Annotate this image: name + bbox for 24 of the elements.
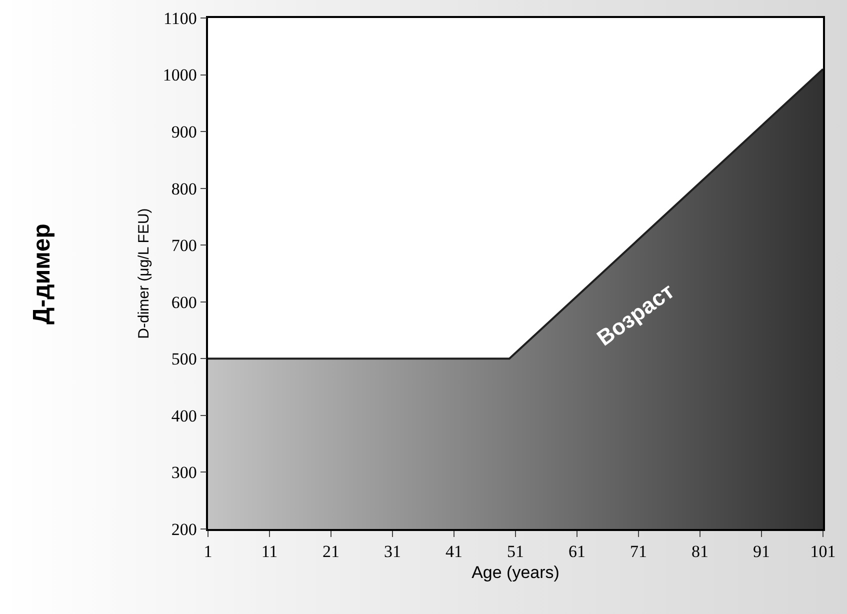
- x-tick-label: 71: [630, 542, 647, 562]
- x-axis-title: Age (years): [472, 563, 560, 582]
- text: Д-димер: [28, 224, 56, 324]
- x-tick-label: 91: [753, 542, 770, 562]
- x-tick-label: 51: [507, 542, 524, 562]
- x-tick-label: 21: [322, 542, 340, 562]
- y-tick-label: 700: [171, 236, 197, 256]
- y-tick-label: 200: [171, 520, 197, 539]
- y-tick-label: 900: [171, 122, 197, 142]
- x-tick-label: 61: [568, 542, 586, 562]
- y-tick-label: 1000: [162, 66, 197, 85]
- y-tick-label: 300: [171, 463, 197, 482]
- x-tick-label: 11: [261, 542, 278, 562]
- x-tick-label: 1: [204, 542, 212, 562]
- x-tick-label: 101: [810, 542, 836, 562]
- y-tick-label: 500: [171, 350, 197, 369]
- y-tick-label: 400: [171, 406, 197, 426]
- y-tick-label: 600: [171, 292, 197, 312]
- x-tick-label: 41: [446, 542, 462, 562]
- y-axis-title: D-dimer (μg/L FEU): [136, 208, 153, 339]
- y-tick-label: 800: [171, 179, 197, 198]
- x-tick-label: 31: [384, 542, 401, 562]
- x-tick-label: 81: [692, 542, 708, 562]
- y-tick-label: 1100: [163, 8, 197, 28]
